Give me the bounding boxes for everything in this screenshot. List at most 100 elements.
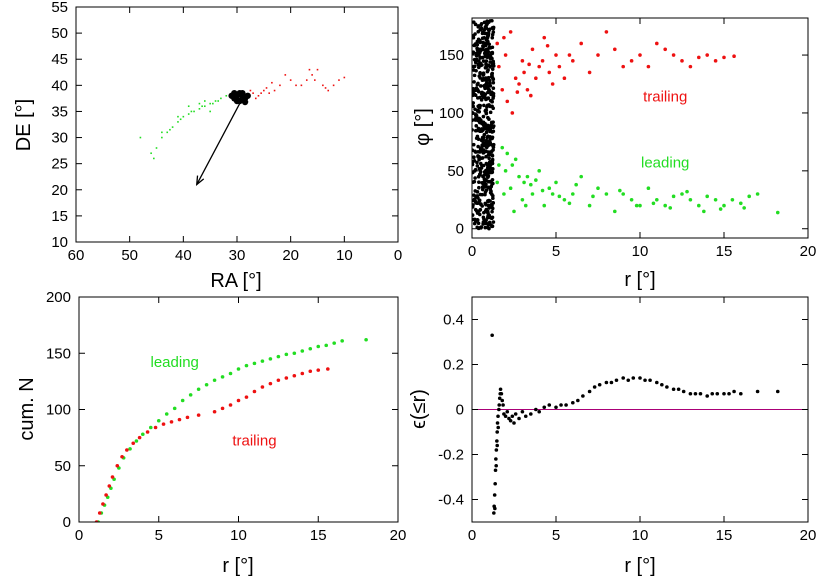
data-point-center (480, 135, 485, 140)
data-point-center (488, 98, 493, 103)
x-axis-label: r [°] (624, 555, 655, 577)
data-point-trailing (502, 35, 506, 40)
data-point-center (481, 71, 486, 76)
data-point-center (472, 80, 476, 84)
data-point-trailing (177, 417, 182, 422)
data-point-center (472, 110, 475, 115)
data-point-leading (182, 115, 185, 118)
data-point-center (482, 103, 486, 108)
data-point-trailing (332, 84, 335, 87)
data-point-leading (523, 203, 528, 208)
data-point-leading (668, 206, 673, 210)
data-point-trailing (311, 74, 313, 76)
data-point-epsilon (494, 463, 498, 468)
data-point-trailing (110, 475, 115, 479)
data-point-center (472, 142, 476, 147)
data-point-leading (204, 105, 206, 108)
data-point-trailing (508, 30, 513, 34)
data-point-center (478, 71, 482, 76)
data-point-center (488, 150, 492, 155)
data-point-epsilon (554, 405, 558, 410)
data-point-leading (204, 382, 209, 387)
data-point-center (487, 63, 492, 68)
data-point-center (475, 201, 480, 206)
data-point-trailing (613, 47, 617, 52)
data-point-epsilon (643, 378, 647, 383)
data-point-epsilon (705, 394, 709, 398)
data-point-center (476, 221, 481, 226)
data-point-center (486, 222, 490, 227)
data-point-center (478, 170, 483, 174)
data-point-center (487, 198, 491, 203)
data-point-trailing (104, 493, 108, 497)
y-tick-label: 0 (456, 402, 464, 419)
data-point-center (475, 164, 480, 168)
data-point-epsilon (581, 394, 585, 398)
data-point-leading (332, 341, 337, 345)
data-point-center (482, 180, 486, 184)
data-point-trailing (697, 55, 701, 60)
data-point-center (483, 86, 487, 91)
x-tick-label: 20 (800, 527, 817, 544)
data-point-center (236, 89, 243, 97)
data-point-center (472, 104, 475, 109)
data-point-leading (177, 121, 179, 123)
data-point-center (484, 37, 489, 42)
x-tick-label: 20 (282, 247, 299, 264)
data-point-trailing (621, 64, 625, 69)
data-point-center (472, 34, 476, 38)
data-point-leading (497, 163, 501, 167)
x-tick-label: 0 (468, 243, 476, 260)
data-point-epsilon (604, 380, 609, 385)
data-point-center (472, 64, 476, 69)
data-point-trailing (279, 84, 281, 87)
data-point-leading (550, 192, 555, 196)
data-point-epsilon (710, 391, 715, 396)
data-point-epsilon (542, 405, 547, 410)
data-point-leading (562, 197, 567, 202)
data-point-leading (292, 351, 297, 356)
data-point-trailing (263, 89, 265, 92)
data-point-center (484, 65, 489, 69)
data-point-center (489, 192, 494, 197)
data-point-epsilon (775, 389, 780, 394)
data-point-center (480, 55, 485, 60)
data-point-center (484, 59, 489, 63)
data-point-epsilon (492, 511, 496, 515)
data-point-trailing (212, 409, 217, 414)
data-point-leading (618, 188, 622, 193)
data-point-center (476, 144, 480, 149)
direction-arrow (196, 103, 241, 185)
data-point-leading (722, 203, 726, 208)
data-point-center (482, 20, 487, 25)
data-point-center (486, 31, 491, 36)
data-point-center (490, 170, 495, 174)
data-point-trailing (495, 41, 500, 46)
data-point-leading (508, 186, 513, 191)
data-point-trailing (322, 84, 324, 87)
data-point-leading (166, 131, 169, 134)
data-point-trailing (220, 406, 225, 411)
data-point-leading (557, 194, 562, 199)
data-point-leading (591, 194, 595, 199)
data-point-epsilon (755, 389, 760, 394)
data-point-trailing (125, 448, 129, 452)
y-tick-label: 150 (439, 47, 464, 64)
x-axis-label: RA [°] (210, 270, 261, 292)
y-tick-label: 40 (51, 77, 68, 94)
x-tick-label: 50 (121, 247, 138, 264)
data-point-leading (742, 206, 746, 210)
data-point-leading (244, 363, 249, 368)
data-point-center (477, 180, 481, 184)
data-point-center (490, 203, 494, 208)
data-point-trailing (537, 64, 541, 69)
data-point-center (490, 35, 495, 40)
data-point-trailing (131, 441, 136, 446)
x-tick-label: 10 (336, 247, 353, 264)
data-point-leading (646, 186, 651, 191)
plot-frame (471, 17, 809, 239)
annotation-leading: leading (641, 154, 689, 171)
data-point-trailing (722, 55, 726, 60)
data-point-trailing (300, 84, 303, 87)
data-point-center (481, 114, 486, 119)
